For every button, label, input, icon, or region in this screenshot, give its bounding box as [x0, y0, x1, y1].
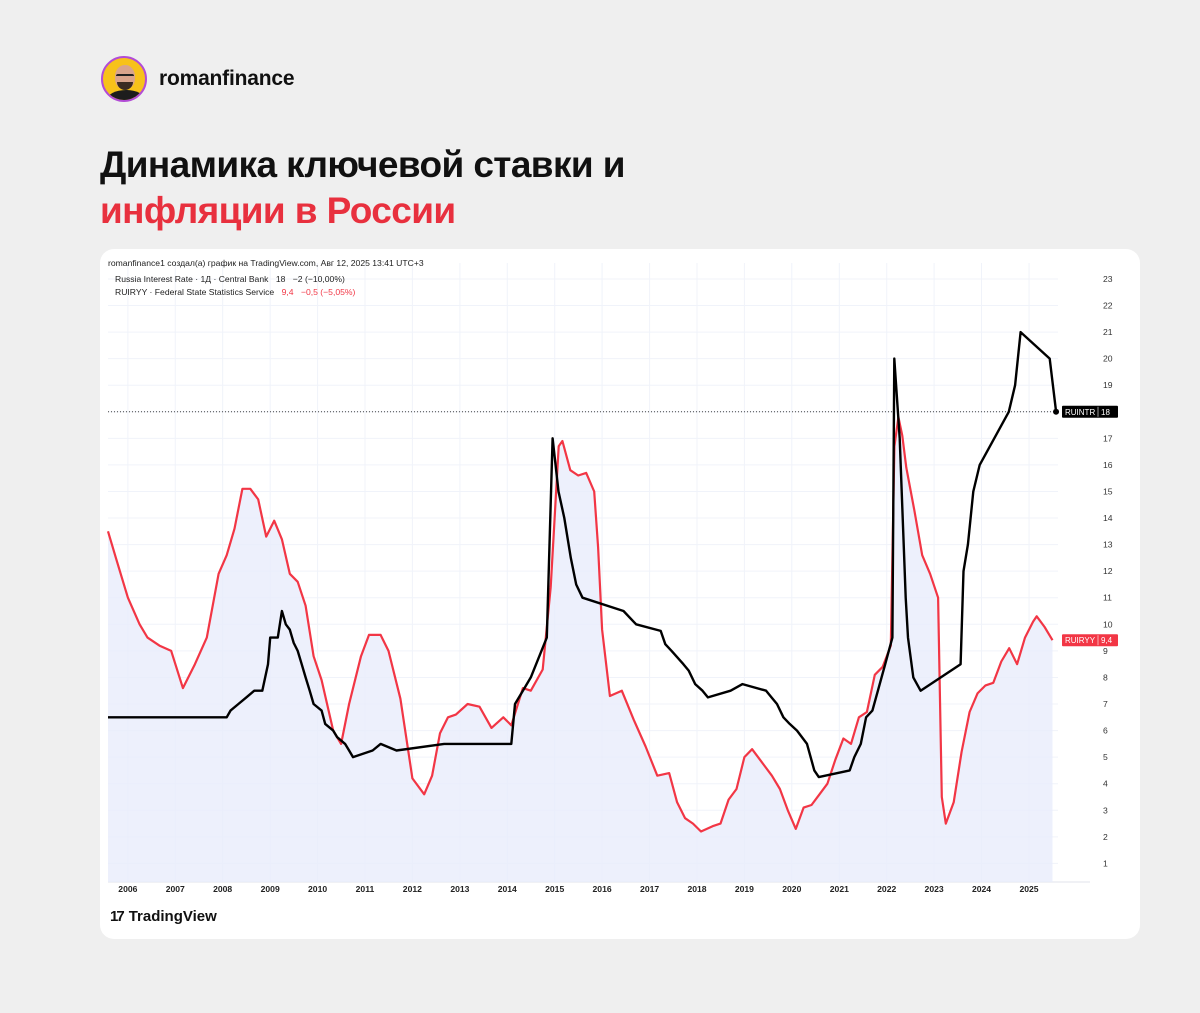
- last-value-dot: [1053, 408, 1060, 415]
- x-tick-label: 2016: [593, 884, 612, 894]
- legend-rate-value: 18: [276, 274, 286, 284]
- y-tick-label: 21: [1103, 327, 1113, 337]
- y-tick-label: 10: [1103, 619, 1113, 629]
- chart-credit: romanfinance1 создал(а) график на Tradin…: [108, 258, 424, 268]
- x-tick-label: 2019: [735, 884, 754, 894]
- y-tick-label: 7: [1103, 699, 1108, 709]
- y-axis: 1234567891011121314151617181920212223: [1103, 274, 1113, 868]
- x-tick-label: 2025: [1019, 884, 1038, 894]
- cpi-tag-value: 9,4: [1101, 636, 1113, 645]
- x-tick-label: 2013: [450, 884, 469, 894]
- legend-rate-change: −2 (−10,00%): [293, 274, 345, 284]
- page-title: Динамика ключевой ставки и инфляции в Ро…: [100, 142, 625, 234]
- inflation-series-line: [106, 416, 1054, 833]
- y-tick-label: 16: [1103, 460, 1113, 470]
- legend-cpi-value: 9,4: [282, 287, 294, 297]
- inflation-area-fill: [108, 417, 1053, 882]
- key-rate-series-line: [108, 330, 1058, 779]
- y-tick-label: 20: [1103, 354, 1113, 364]
- price-tags: RUINTR 18 RUIRYY 9,4: [1062, 405, 1118, 647]
- x-tick-label: 2007: [166, 884, 185, 894]
- x-tick-label: 2024: [972, 884, 991, 894]
- x-tick-label: 2008: [213, 884, 232, 894]
- y-tick-label: 17: [1103, 433, 1113, 443]
- y-tick-label: 8: [1103, 672, 1108, 682]
- legend-rate-label: Russia Interest Rate · 1Д · Central Bank: [115, 274, 269, 284]
- cpi-tag-name: RUIRYY: [1065, 636, 1096, 645]
- y-tick-label: 1: [1103, 858, 1108, 868]
- y-tick-label: 19: [1103, 380, 1113, 390]
- y-tick-label: 22: [1103, 301, 1113, 311]
- legend-cpi-label: RUIRYY · Federal State Statistics Servic…: [115, 287, 274, 297]
- x-tick-label: 2022: [877, 884, 896, 894]
- brand-header: romanfinance: [101, 56, 295, 102]
- x-tick-label: 2023: [925, 884, 944, 894]
- chart: 2006 2007 2008 2009 2010 2011 2012 2013 2014 2015…: [106, 258, 1118, 894]
- x-tick-label: 2012: [403, 884, 422, 894]
- cpi-tag-bg: [1062, 634, 1118, 647]
- y-tick-label: 11: [1103, 593, 1112, 603]
- y-tick-label: 13: [1103, 540, 1113, 550]
- y-tick-label: 12: [1103, 566, 1113, 576]
- tradingview-logo: 17 TradingView: [110, 908, 217, 925]
- y-tick-label: 5: [1103, 752, 1108, 762]
- y-tick-label: 14: [1103, 513, 1113, 523]
- rate-tag-name: RUINTR: [1065, 408, 1095, 417]
- x-tick-label: 2020: [782, 884, 801, 894]
- brand-name: romanfinance: [159, 67, 295, 90]
- legend-cpi: RUIRYY · Federal State Statistics Servic…: [115, 287, 356, 297]
- rate-tag-bg: [1062, 405, 1118, 418]
- x-tick-label: 2021: [830, 884, 849, 894]
- x-axis: 2006 2007 2008 2009 2010 2011 2012 2013 2014 2015…: [118, 884, 1039, 894]
- page-title-line1: Динамика ключевой ставки и: [100, 144, 625, 185]
- y-tick-label: 2: [1103, 832, 1108, 842]
- rate-tag-value: 18: [1101, 408, 1110, 417]
- x-tick-label: 2009: [261, 884, 280, 894]
- x-tick-label: 2006: [118, 884, 137, 894]
- x-tick-label: 2010: [308, 884, 327, 894]
- x-tick-label: 2014: [498, 884, 517, 894]
- y-tick-label: 3: [1103, 805, 1108, 815]
- tradingview-logo-icon: 17: [110, 908, 125, 925]
- x-tick-label: 2017: [640, 884, 659, 894]
- x-tick-label: 2018: [687, 884, 706, 894]
- legend-rate: Russia Interest Rate · 1Д · Central Bank…: [115, 274, 345, 284]
- y-tick-label: 15: [1103, 486, 1113, 496]
- legend-cpi-change: −0,5 (−5,05%): [301, 287, 356, 297]
- y-tick-label: 23: [1103, 274, 1113, 284]
- y-tick-label: 9: [1103, 646, 1108, 656]
- chart-card: 2006 2007 2008 2009 2010 2011 2012 2013 2014 2015…: [100, 249, 1140, 939]
- avatar: [101, 56, 147, 102]
- tradingview-logo-text: TradingView: [128, 908, 217, 925]
- x-tick-label: 2011: [356, 884, 375, 894]
- x-tick-label: 2015: [545, 884, 564, 894]
- y-tick-label: 4: [1103, 779, 1108, 789]
- page-title-line2: инфляции в России: [100, 190, 456, 231]
- y-tick-label: 6: [1103, 726, 1108, 736]
